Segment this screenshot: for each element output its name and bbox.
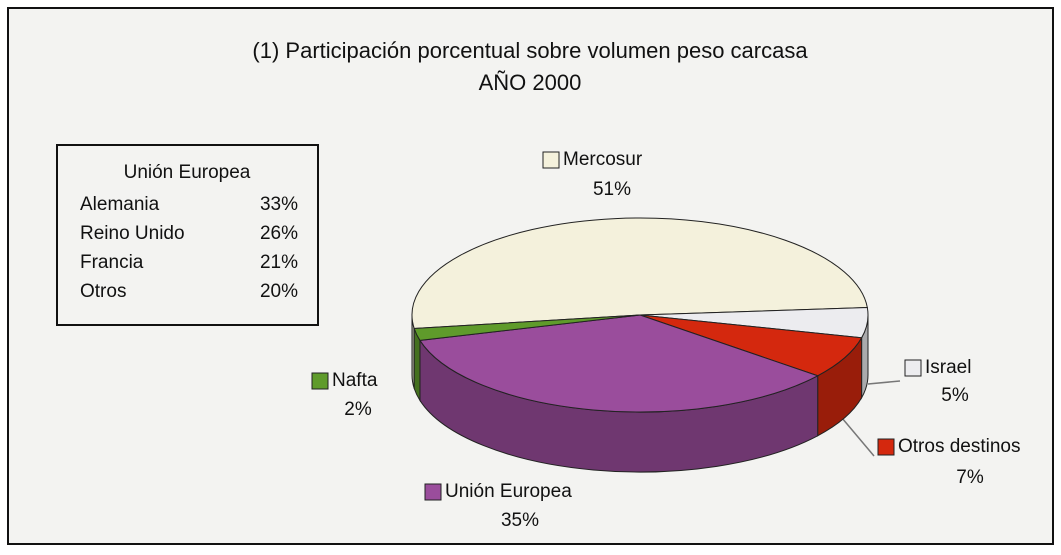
inset-title: Unión Europea bbox=[124, 162, 251, 183]
inset-name: Otros bbox=[80, 281, 126, 302]
chart-title: (1) Participación porcentual sobre volum… bbox=[252, 38, 808, 63]
slice bbox=[413, 314, 641, 341]
slice-label: Israel bbox=[925, 357, 971, 378]
slice bbox=[411, 217, 868, 330]
inset-value: 20% bbox=[260, 281, 298, 302]
value-label: 7% bbox=[956, 467, 984, 488]
value-label: 35% bbox=[501, 510, 539, 531]
legend-swatch bbox=[311, 372, 329, 390]
inset-value: 33% bbox=[260, 194, 298, 215]
slice-label: Unión Europea bbox=[445, 481, 572, 502]
value-label: 5% bbox=[941, 385, 969, 406]
inset-name: Francia bbox=[80, 252, 144, 273]
inset-name: Reino Unido bbox=[80, 223, 185, 244]
inset-box bbox=[56, 144, 319, 326]
inset-name: Alemania bbox=[80, 194, 160, 215]
inset-value: 26% bbox=[260, 223, 298, 244]
inset-value: 21% bbox=[260, 252, 298, 273]
legend-swatch bbox=[542, 151, 560, 169]
slice bbox=[419, 314, 819, 413]
legend-swatch bbox=[904, 359, 922, 377]
leader-line bbox=[867, 380, 901, 385]
legend-swatch bbox=[424, 483, 442, 501]
slice-label: Otros destinos bbox=[898, 436, 1021, 457]
value-label: 2% bbox=[344, 399, 372, 420]
value-label: 51% bbox=[593, 179, 631, 200]
chart-subtitle: AÑO 2000 bbox=[479, 70, 582, 95]
legend-swatch bbox=[877, 438, 895, 456]
slice-label: Mercosur bbox=[563, 149, 643, 170]
leader-line bbox=[841, 417, 875, 457]
slice-label: Nafta bbox=[332, 370, 378, 391]
